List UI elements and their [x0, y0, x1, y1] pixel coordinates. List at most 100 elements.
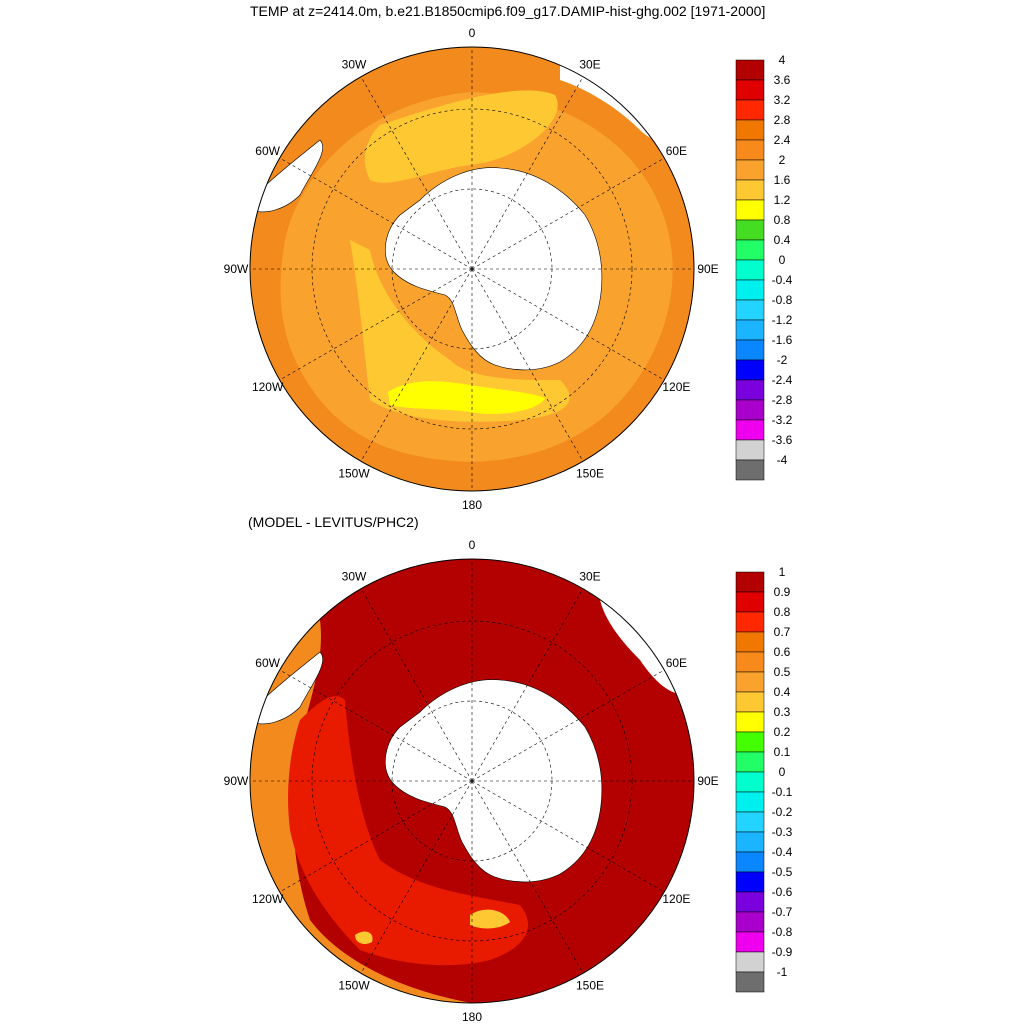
bottom-colorbar-swatch [735, 571, 765, 593]
bottom-colorbar-swatch [735, 611, 765, 633]
top-lon-label: 30W [342, 58, 367, 72]
bottom-colorbar-label: -0.7 [772, 905, 793, 919]
bottom-colorbar-label: 0.3 [774, 705, 791, 719]
bottom-lon-label: 60W [255, 656, 280, 670]
bottom-lon-label: 60E [666, 656, 687, 670]
top-lat-circle-50 [311, 108, 633, 430]
top-south-america-land [250, 139, 323, 213]
bottom-colorbar-label: -0.2 [772, 805, 793, 819]
top-colorbar-label: 0.4 [774, 233, 791, 247]
bottom-colorbar-swatch [735, 631, 765, 653]
bottom-meridian [471, 669, 665, 782]
top-colorbar-swatch [735, 219, 765, 241]
top-lon-label: 60E [666, 144, 687, 158]
bottom-colorbar-label: -0.6 [772, 885, 793, 899]
bottom-lon-label: 120E [662, 892, 690, 906]
bottom-colorbar-swatch [735, 731, 765, 753]
bottom-colorbar-swatch [735, 691, 765, 713]
bottom-lon-label: 120W [252, 892, 284, 906]
top-lon-label: 90W [224, 262, 249, 276]
top-colorbar-label: -1.6 [772, 333, 793, 347]
top-colorbar-swatch [735, 139, 765, 161]
top-colorbar-swatch [735, 419, 765, 441]
top-lon-label: 0 [469, 26, 476, 40]
bottom-plot-title: (MODEL - LEVITUS/PHC2) [248, 514, 419, 530]
top-colorbar-swatch [735, 279, 765, 301]
top-colorbar-label: -2.8 [772, 393, 793, 407]
bottom-south-america-land [250, 651, 323, 725]
bottom-colorbar-label: 0 [779, 765, 786, 779]
bottom-meridians [250, 559, 694, 1003]
top-colorbar-label: 0.8 [774, 213, 791, 227]
bottom-meridian [360, 588, 473, 782]
top-lon-label: 180 [462, 498, 482, 512]
bottom-lon-label: 150E [576, 978, 604, 992]
top-longitude-labels: 0 30E 60E 90E 120E 150E 180 150W 120W 90W 60W 30W [224, 26, 719, 512]
bottom-colorbar-label: 0.7 [774, 625, 791, 639]
bottom-colorbar-swatch [735, 871, 765, 893]
top-colorbar-swatch [735, 439, 765, 461]
bottom-colorbar-swatch [735, 791, 765, 813]
bottom-colorbar-swatch [735, 811, 765, 833]
top-colorbar-label: 2 [779, 153, 786, 167]
top-colorbar-label: -4 [777, 453, 788, 467]
bottom-meridian [360, 780, 473, 974]
top-meridian [471, 157, 665, 270]
bottom-meridian [279, 669, 473, 782]
top-meridian [279, 268, 473, 381]
bottom-longitude-labels: 0 30E 60E 90E 120E 150E 180 150W 120W 90W 60W 30W [224, 538, 719, 1024]
bottom-meridian [471, 780, 584, 974]
top-colorbar-swatch [735, 299, 765, 321]
top-colorbar-label: -1.2 [772, 313, 793, 327]
top-colorbar-label: -0.8 [772, 293, 793, 307]
top-antarctica-land [385, 167, 603, 371]
top-colorbar-label: 1.6 [774, 173, 791, 187]
top-colorbar-swatch [735, 339, 765, 361]
top-meridian [360, 76, 473, 270]
bottom-colorbar-label: 0.8 [774, 605, 791, 619]
top-colorbar-swatch [735, 379, 765, 401]
bottom-colorbar-label: -0.8 [772, 925, 793, 939]
top-inner-temp-band [350, 90, 570, 422]
bottom-colorbar-label: 0.2 [774, 725, 791, 739]
top-polar-map: 0 30E 60E 90E 120E 150E 180 150W 120W 90W 60W 30W [224, 26, 719, 512]
bottom-colorbar-label: -0.9 [772, 945, 793, 959]
bottom-colorbar-swatch [735, 951, 765, 973]
top-colorbar-swatch [735, 239, 765, 261]
bottom-colorbar-label: 0.5 [774, 665, 791, 679]
top-meridian [471, 76, 584, 270]
bottom-colorbar-swatch [735, 931, 765, 953]
top-colorbar-swatch [735, 359, 765, 381]
top-lon-label: 30E [579, 58, 600, 72]
top-colorbar-swatch [735, 259, 765, 281]
bottom-colorbar: 1 0.9 0.8 0.7 0.6 0.5 0.4 0.3 0.2 0.1 0 -0.1 -0.2 -0.… [735, 565, 793, 993]
bottom-colorbar-swatch [735, 911, 765, 933]
top-meridian [360, 268, 473, 462]
top-lon-label: 120E [662, 380, 690, 394]
top-plot-title: TEMP at z=2414.0m, b.e21.B1850cmip6.f09_… [250, 3, 766, 19]
bottom-colorbar-swatch [735, 831, 765, 853]
bottom-colorbar-swatch [735, 771, 765, 793]
top-warm-core [388, 381, 545, 415]
bottom-red-anomaly-region [288, 696, 529, 966]
bottom-lon-label: 0 [469, 538, 476, 552]
bottom-lon-label: 30E [579, 570, 600, 584]
top-colorbar-label: 3.6 [774, 73, 791, 87]
bottom-colorbar-label: -0.5 [772, 865, 793, 879]
bottom-colorbar-label: -0.1 [772, 785, 793, 799]
bottom-colorbar-label: 0.9 [774, 585, 791, 599]
top-lon-label: 150E [576, 466, 604, 480]
bottom-yellow-anomaly-region [355, 909, 510, 944]
top-colorbar-swatch [735, 459, 765, 481]
bottom-lon-label: 180 [462, 1010, 482, 1024]
top-colorbar-label: -2.4 [772, 373, 793, 387]
bottom-colorbar-swatch [735, 751, 765, 773]
top-lon-label: 90E [697, 262, 718, 276]
top-meridian [471, 268, 665, 381]
top-colorbar-label: -0.4 [772, 273, 793, 287]
top-colorbar-label: 3.2 [774, 93, 791, 107]
bottom-lon-label: 90E [697, 774, 718, 788]
top-colorbar-label: 2.4 [774, 133, 791, 147]
top-colorbar-swatch [735, 159, 765, 181]
top-colorbar-swatch [735, 119, 765, 141]
